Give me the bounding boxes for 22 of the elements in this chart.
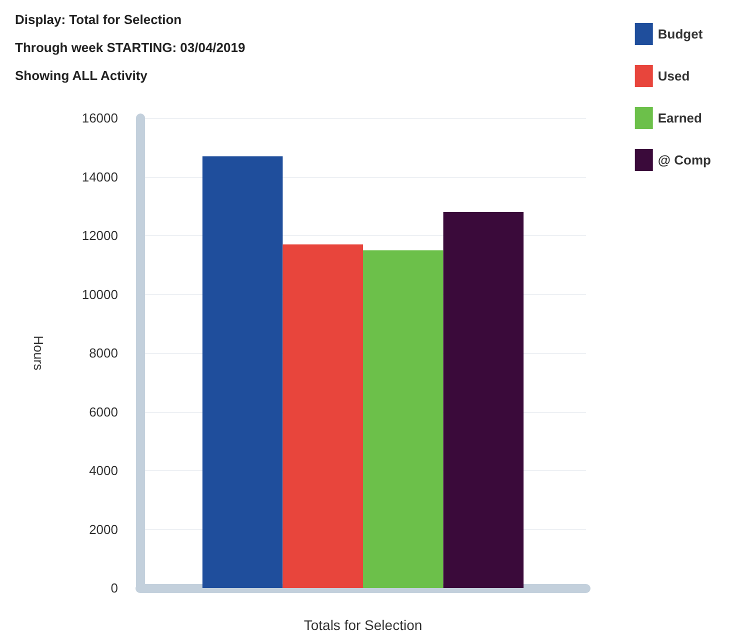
x-tick-label: Totals for Selection — [304, 617, 422, 633]
legend-label: Used — [658, 68, 690, 84]
bar — [282, 244, 363, 588]
bar — [363, 250, 444, 588]
y-tick-label: 14000 — [82, 169, 118, 184]
y-tick-label: 10000 — [82, 286, 118, 302]
y-tick-label: 4000 — [89, 463, 118, 478]
legend-label: Earned — [658, 110, 702, 126]
chart-title: Display: Total for Selection — [15, 12, 182, 27]
y-tick-label: 8000 — [89, 346, 118, 360]
text: Showing ALL Activity — [15, 68, 148, 83]
y-tick-label: 6000 — [89, 404, 118, 420]
y-tick-label: 16000 — [82, 110, 118, 126]
y-tick-label: 0 — [110, 580, 118, 596]
y-tick-label: 12000 — [82, 228, 118, 243]
legend-label: Budget — [658, 26, 704, 42]
chart-subtitle: Through week STARTING: 03/04/2019 — [15, 40, 246, 55]
legend-label: @ Comp — [658, 152, 712, 168]
y-axis-title: Hours — [31, 336, 46, 371]
y-tick-label: 2000 — [89, 522, 118, 537]
bar — [443, 212, 524, 588]
bar — [202, 156, 283, 588]
